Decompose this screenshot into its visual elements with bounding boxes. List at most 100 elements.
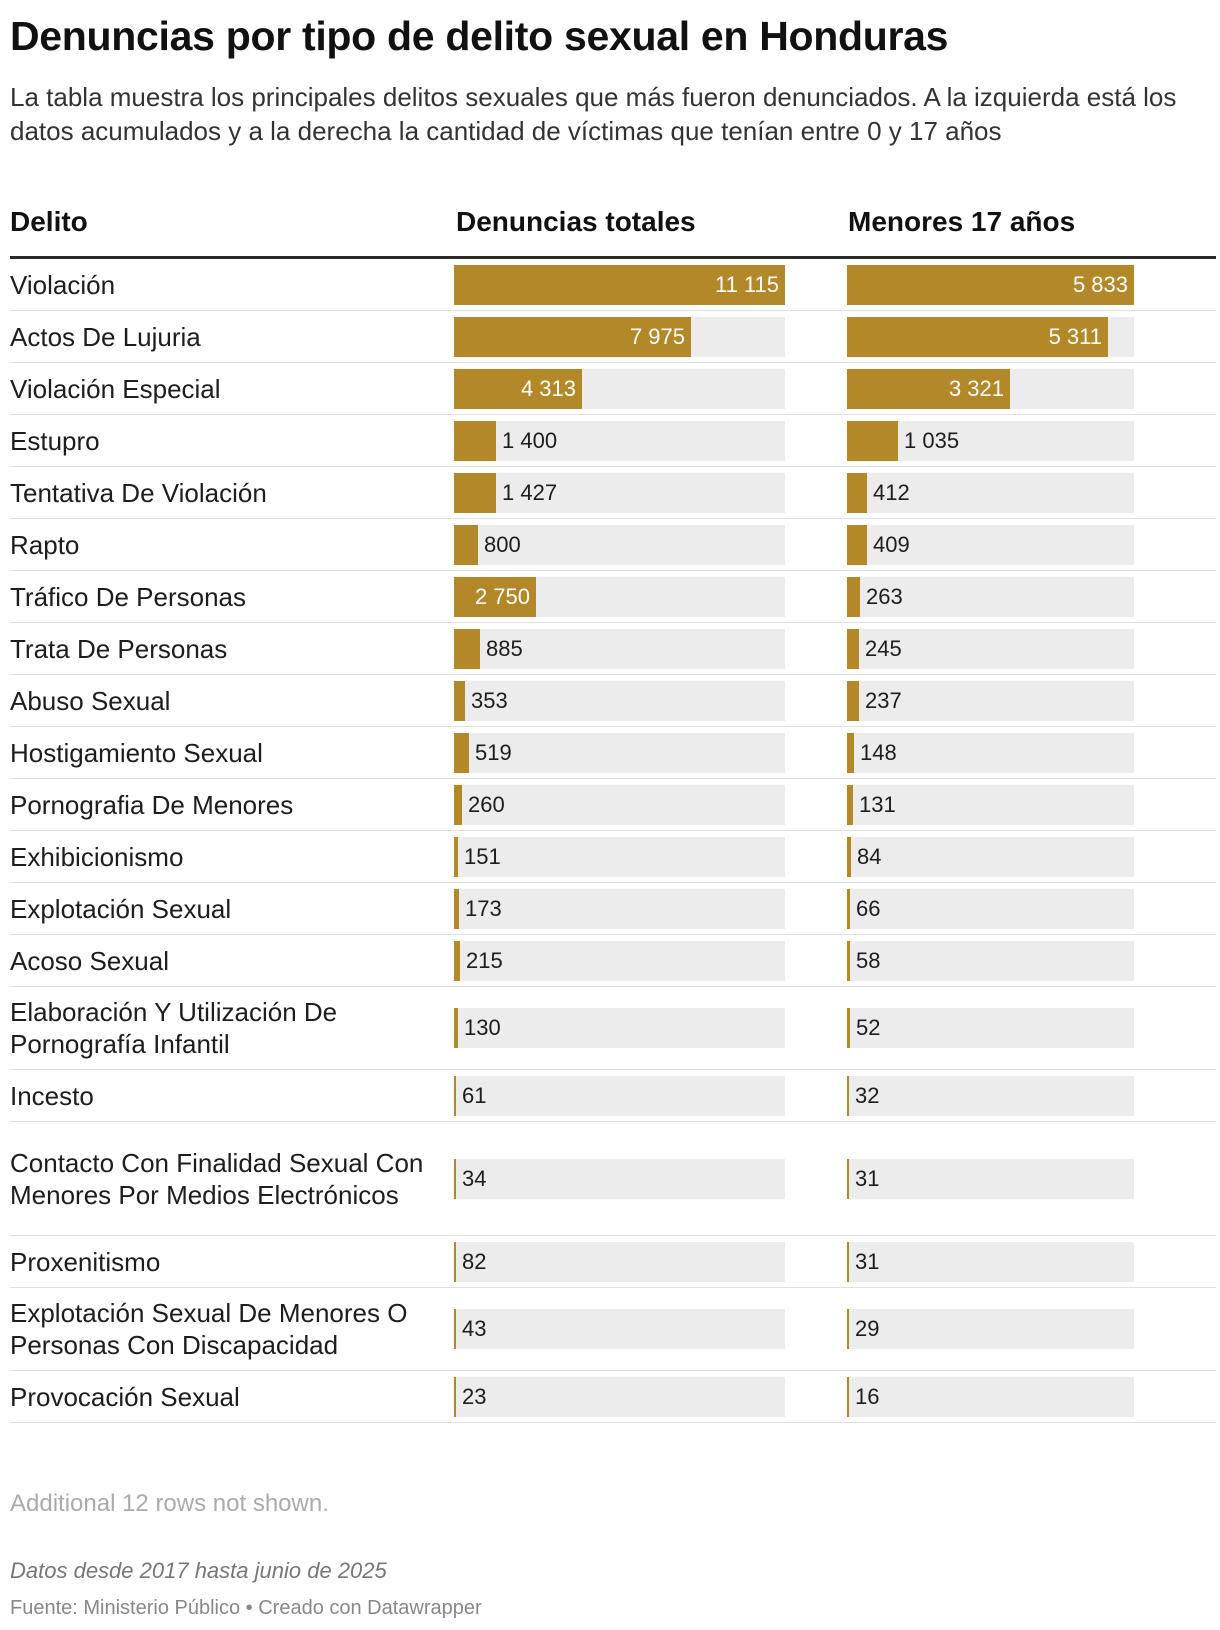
totales-value: 1 400 [502, 427, 558, 453]
menores-bar [847, 316, 1108, 357]
totales-bar [454, 368, 582, 409]
row-delito-label: Contacto Con Finalidad Sexual Con Menore… [10, 1147, 424, 1210]
menores-bar-track: 409 [847, 524, 1134, 565]
totales-bar-track: 11 115 [454, 264, 785, 305]
totales-value: 800 [484, 531, 521, 557]
header-delito[interactable]: Delito [10, 206, 88, 237]
totales-value: 151 [464, 843, 501, 869]
menores-value: 131 [859, 791, 896, 817]
menores-bar [847, 888, 850, 929]
menores-value: 32 [855, 1082, 880, 1108]
totales-bar-track: 260 [454, 784, 785, 825]
menores-bar-track: 32 [847, 1075, 1134, 1116]
menores-bar [847, 940, 850, 981]
totales-value: 4 313 [520, 375, 576, 401]
row-delito-label: Exhibicionismo [10, 841, 184, 872]
menores-value: 29 [855, 1316, 880, 1341]
menores-bar [847, 1376, 849, 1417]
header-denuncias-totales[interactable]: Denuncias totales [456, 206, 696, 237]
totales-bar-track: 34 [454, 1158, 785, 1199]
menores-value: 148 [860, 739, 897, 765]
menores-bar-track: 31 [847, 1158, 1134, 1199]
totales-bar [454, 784, 462, 825]
row-delito-label: Hostigamiento Sexual [10, 737, 263, 768]
table-row: Actos De Lujuria 7 975 5 311 [10, 311, 1216, 363]
menores-bar-track: 52 [847, 1008, 1134, 1048]
totales-bar [454, 732, 469, 773]
menores-value: 84 [857, 843, 882, 869]
row-delito-label: Acoso Sexual [10, 945, 169, 976]
table-row: Proxenitismo 82 31 [10, 1236, 1216, 1288]
totales-value: 43 [462, 1316, 487, 1341]
menores-bar [847, 1158, 849, 1199]
menores-bar [847, 784, 853, 825]
menores-bar [847, 420, 898, 461]
table-row: Incesto 61 32 [10, 1070, 1216, 1122]
menores-bar [847, 368, 1010, 409]
row-delito-label: Elaboración Y Utilización De Pornografía… [10, 997, 338, 1059]
totales-value: 61 [462, 1082, 487, 1108]
footnote: Datos desde 2017 hasta junio de 2025 [10, 1558, 387, 1583]
totales-bar-track: 519 [454, 732, 785, 773]
totales-bar-track: 353 [454, 680, 785, 721]
menores-bar-track: 31 [847, 1241, 1134, 1282]
table-row: Rapto 800 409 [10, 519, 1216, 571]
chart-subtitle: La tabla muestra los principales delitos… [10, 82, 1177, 146]
menores-bar-track: 5 311 [847, 316, 1134, 357]
hidden-rows-note[interactable]: Additional 12 rows not shown. [10, 1490, 329, 1517]
table-row: Abuso Sexual 353 237 [10, 675, 1216, 727]
row-delito-label: Explotación Sexual [10, 893, 232, 924]
totales-bar [454, 1158, 456, 1199]
table-row: Contacto Con Finalidad Sexual Con Menore… [10, 1122, 1216, 1236]
totales-value: 82 [462, 1248, 487, 1274]
totales-bar-track: 43 [454, 1309, 785, 1349]
row-delito-label: Provocación Sexual [10, 1381, 240, 1412]
table-row: Violación 11 115 5 833 [10, 259, 1216, 311]
table-row: Provocación Sexual 23 16 [10, 1371, 1216, 1423]
table-row: Acoso Sexual 215 58 [10, 935, 1216, 987]
totales-bar-track: 1 400 [454, 420, 785, 461]
totales-bar-track: 7 975 [454, 316, 785, 357]
table-row: Violación Especial 4 313 3 321 [10, 363, 1216, 415]
totales-value: 173 [465, 895, 502, 921]
table-row: Trata De Personas 885 245 [10, 623, 1216, 675]
totales-bar-track: 61 [454, 1075, 785, 1116]
row-delito-label: Explotación Sexual De Menores O Personas… [10, 1298, 408, 1360]
totales-value: 885 [486, 635, 523, 661]
totales-bar [454, 940, 460, 981]
totales-bar [454, 420, 496, 461]
totales-value: 11 115 [714, 271, 779, 297]
menores-value: 58 [856, 947, 881, 973]
menores-value: 5 311 [1048, 323, 1102, 349]
totales-bar [454, 576, 536, 617]
table-row: Hostigamiento Sexual 519 148 [10, 727, 1216, 779]
row-delito-label: Proxenitismo [10, 1246, 161, 1277]
row-delito-label: Estupro [10, 425, 100, 456]
row-delito-label: Tráfico De Personas [10, 581, 247, 612]
menores-value: 66 [856, 895, 881, 921]
menores-bar [847, 1241, 849, 1282]
totales-bar-track: 2 750 [454, 576, 785, 617]
totales-value: 260 [468, 791, 505, 817]
table-row: Estupro 1 400 1 035 [10, 415, 1216, 467]
totales-value: 2 750 [474, 583, 530, 609]
totales-value: 353 [471, 687, 508, 713]
row-delito-label: Abuso Sexual [10, 685, 171, 716]
header-menores-17[interactable]: Menores 17 años [848, 206, 1076, 237]
table-row: Exhibicionismo 151 84 [10, 831, 1216, 883]
menores-bar-track: 5 833 [847, 264, 1134, 305]
menores-value: 16 [855, 1383, 880, 1409]
totales-bar [454, 472, 496, 513]
totales-bar-track: 151 [454, 836, 785, 877]
header-divider [10, 256, 1216, 259]
table-row: Explotación Sexual De Menores O Personas… [10, 1288, 1216, 1371]
totales-bar [454, 628, 480, 669]
menores-bar [847, 524, 867, 565]
menores-value: 245 [865, 635, 902, 661]
menores-value: 52 [856, 1015, 881, 1040]
row-delito-label: Violación Especial [10, 373, 221, 404]
menores-bar [847, 264, 1134, 305]
totales-value: 34 [462, 1165, 487, 1191]
totales-bar [454, 836, 458, 877]
menores-bar-track: 16 [847, 1376, 1134, 1417]
